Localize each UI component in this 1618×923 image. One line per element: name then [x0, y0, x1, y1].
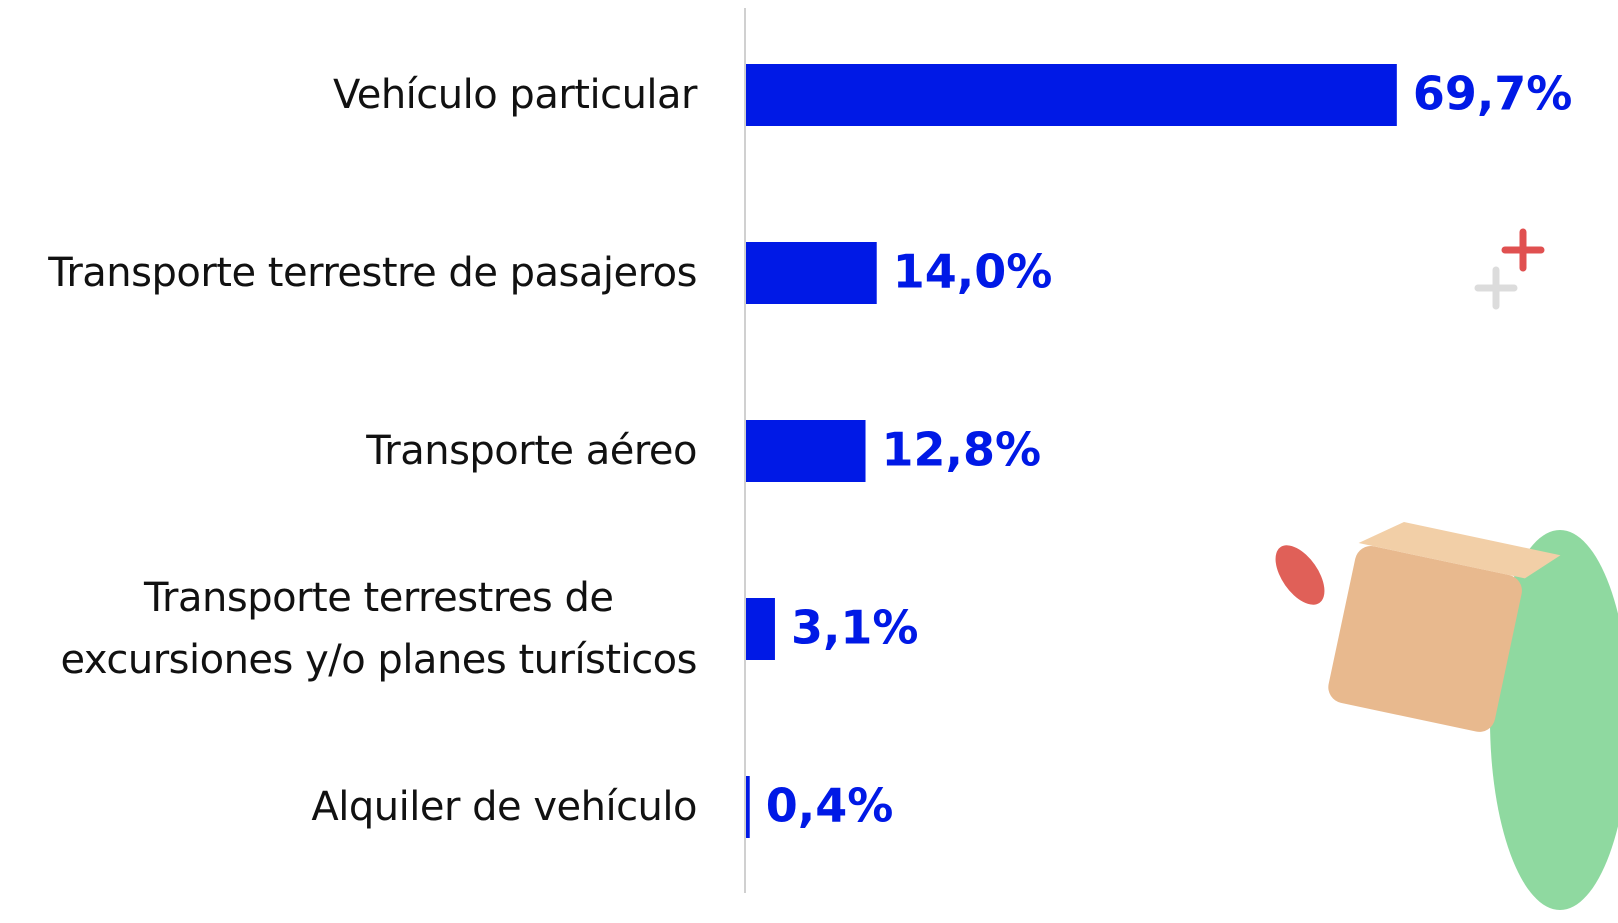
value-label: 14,0%	[893, 245, 1053, 299]
bar	[746, 64, 1397, 126]
value-label: 12,8%	[882, 423, 1042, 477]
category-label: Alquiler de vehículo	[311, 784, 697, 830]
bar	[746, 598, 775, 660]
category-label: Transporte aéreo	[366, 428, 697, 474]
category-label: Vehículo particular	[332, 72, 698, 118]
value-label: 3,1%	[791, 601, 919, 655]
category-label: Transporte terrestres de excursiones y/o…	[60, 575, 697, 683]
bar	[746, 242, 877, 304]
value-label: 0,4%	[766, 779, 894, 833]
decoration	[1275, 228, 1618, 910]
value-label: 69,7%	[1413, 67, 1573, 121]
bar	[746, 420, 866, 482]
bar	[746, 776, 750, 838]
category-label: Transporte terrestre de pasajeros	[48, 250, 697, 296]
